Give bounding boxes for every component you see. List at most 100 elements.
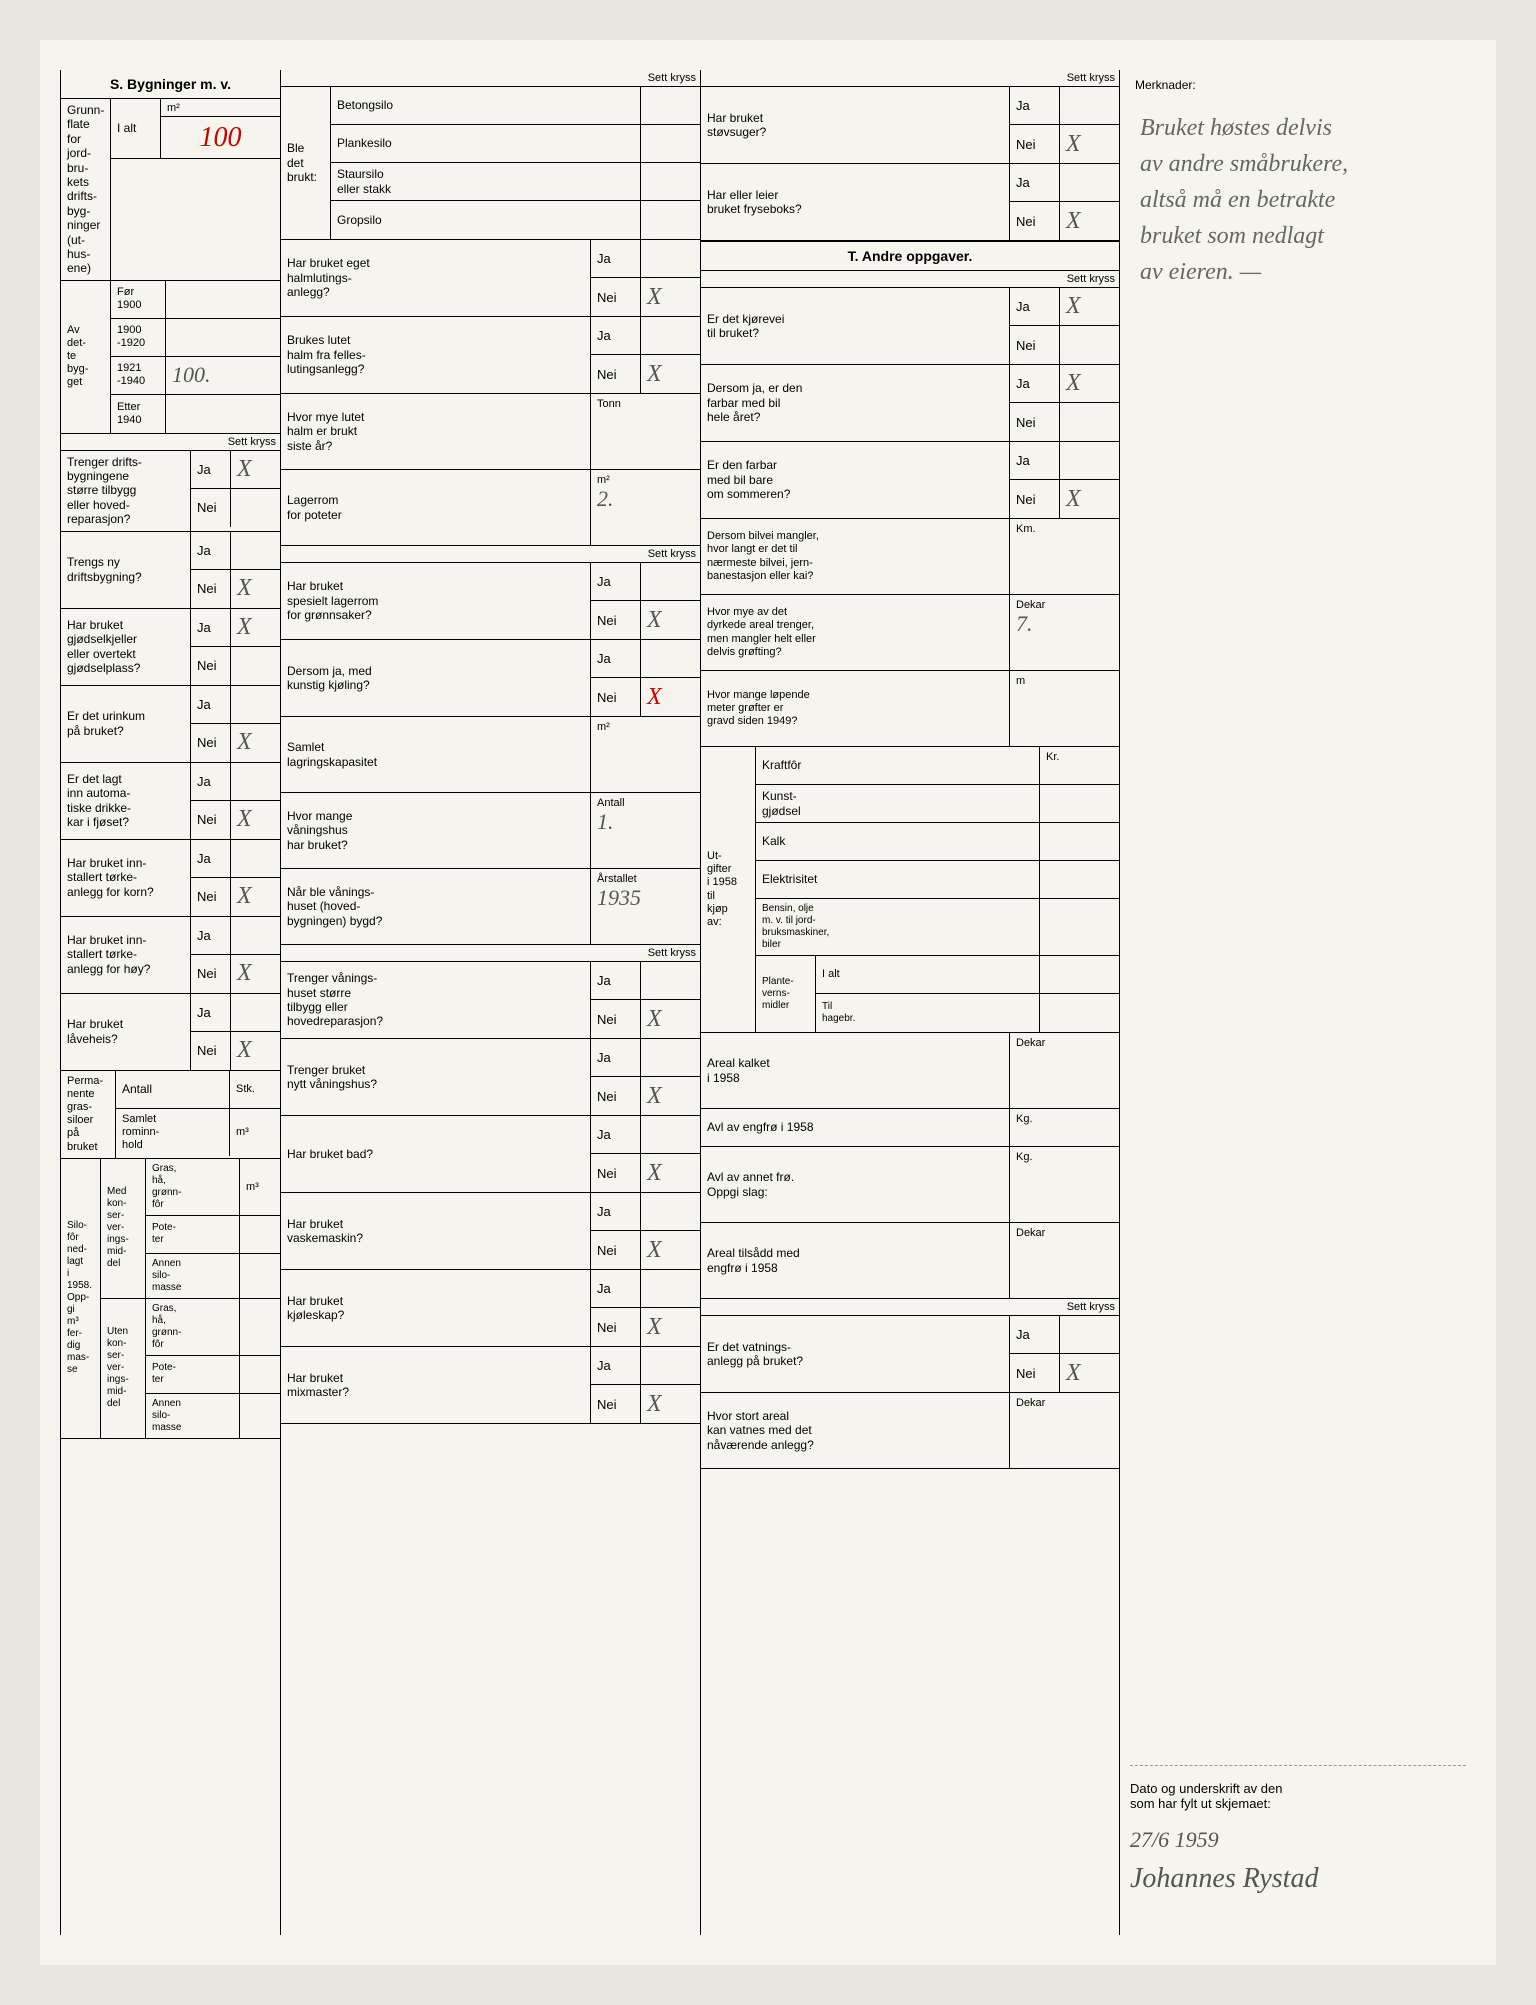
- kjole-ja-check[interactable]: [641, 1270, 653, 1307]
- q6-nei-check[interactable]: X: [231, 878, 258, 916]
- q4-ja-check[interactable]: [231, 686, 243, 723]
- kjoling-nei-check[interactable]: X: [641, 678, 668, 716]
- gras2: Gras, hå, grønn- fôr: [146, 1299, 240, 1355]
- q3-nei-check[interactable]: [231, 647, 243, 685]
- lutet-ja-check[interactable]: [641, 317, 653, 354]
- trenger-v-ja-check[interactable]: [641, 962, 653, 999]
- farbar-ja-check[interactable]: X: [1060, 365, 1087, 402]
- trenger-v-nei-check[interactable]: X: [641, 1000, 668, 1038]
- vatning-nei-check[interactable]: X: [1060, 1354, 1087, 1392]
- kjole-nei-check[interactable]: X: [641, 1308, 668, 1346]
- halm-label: Har bruket eget halmlutings- anlegg?: [281, 240, 590, 316]
- kjoling-ja-check[interactable]: [641, 640, 653, 677]
- q2-nei-check[interactable]: X: [231, 570, 258, 608]
- lutet-label: Brukes lutet halm fra felles- lutingsanl…: [281, 317, 590, 393]
- elektr: Elektrisitet: [756, 861, 1039, 898]
- period-val-3: [166, 395, 178, 433]
- plankesilo: Plankesilo: [331, 125, 640, 162]
- merknader-notes: Bruket høstes delvis av andre småbrukere…: [1135, 100, 1476, 300]
- lutet-nei-check[interactable]: X: [641, 355, 668, 393]
- kjoling-label: Dersom ja, med kunstig kjøling?: [281, 640, 590, 716]
- q6-nei: Nei: [191, 878, 231, 916]
- betongsilo-check[interactable]: [640, 87, 700, 124]
- kjorevei-nei-check[interactable]: [1060, 326, 1072, 364]
- q2-ja-check[interactable]: [231, 532, 243, 569]
- q6-ja: Ja: [191, 840, 231, 877]
- nytt-v-ja-check[interactable]: [641, 1039, 653, 1076]
- bad-nei-check[interactable]: X: [641, 1154, 668, 1192]
- q6-ja-check[interactable]: [231, 840, 243, 877]
- column-middle: Sett kryss Ble det brukt: Betongsilo Pla…: [280, 70, 700, 1935]
- farbar-nei: Nei: [1010, 403, 1060, 441]
- sett-kryss-6: Sett kryss: [701, 271, 1119, 288]
- farbar-nei-check[interactable]: [1060, 403, 1072, 441]
- kjorevei-ja-check[interactable]: X: [1060, 288, 1087, 325]
- q1-ja-check[interactable]: X: [231, 451, 258, 488]
- q8-nei-check[interactable]: X: [231, 1032, 258, 1070]
- kjorevei-nei: Nei: [1010, 326, 1060, 364]
- plankesilo-check[interactable]: [640, 125, 700, 162]
- period-1: 1900 -1920: [111, 319, 166, 356]
- kjoling-ja: Ja: [591, 640, 641, 677]
- staursilo-check[interactable]: [640, 163, 700, 200]
- sett-kryss-3: Sett kryss: [281, 546, 700, 563]
- q4-label: Er det urinkum på bruket?: [61, 686, 190, 762]
- trenger-v-label: Trenger vånings- huset større tilbygg el…: [281, 962, 590, 1038]
- halm-nei-check[interactable]: X: [641, 278, 668, 316]
- hvor-halm-label: Hvor mye lutet halm er brukt siste år?: [281, 394, 590, 469]
- mix-nei-check[interactable]: X: [641, 1385, 668, 1423]
- samlet-lag-label: Samlet lagringskapasitet: [281, 717, 590, 792]
- stov-nei-check[interactable]: X: [1060, 125, 1087, 163]
- halm-ja-check[interactable]: [641, 240, 653, 277]
- dekar-2: Dekar: [1016, 1037, 1045, 1049]
- fryse-ja-check[interactable]: [1060, 164, 1072, 201]
- bensin-val: [1039, 899, 1119, 955]
- m3-1: m³: [240, 1159, 280, 1215]
- vaske-ja-check[interactable]: [641, 1193, 653, 1230]
- gropsilo-check[interactable]: [640, 201, 700, 239]
- grofter-label: Hvor mange løpende meter grøfter er grav…: [701, 671, 1009, 746]
- bad-ja-check[interactable]: [641, 1116, 653, 1153]
- vaske-nei-check[interactable]: X: [641, 1231, 668, 1269]
- pote2-val: [240, 1356, 280, 1393]
- q5-nei-check[interactable]: X: [231, 801, 258, 839]
- vatning-ja-check[interactable]: [1060, 1316, 1072, 1353]
- gropsilo: Gropsilo: [331, 201, 640, 239]
- q7-ja-check[interactable]: [231, 917, 243, 954]
- nytt-v-nei-check[interactable]: X: [641, 1077, 668, 1115]
- q8-ja: Ja: [191, 994, 231, 1031]
- stk-label: Stk.: [230, 1071, 280, 1108]
- annen1: Annen silo- masse: [146, 1254, 240, 1298]
- kjorevei-ja: Ja: [1010, 288, 1060, 325]
- kg-2: Kg.: [1016, 1151, 1033, 1163]
- period-0: Før 1900: [111, 281, 166, 318]
- areal-eng-label: Areal tilsådd med engfrø i 1958: [701, 1223, 1009, 1298]
- form-page: S. Bygninger m. v. Grunn- flate for jord…: [40, 40, 1496, 1965]
- arstallet-label: Årstallet: [597, 873, 637, 885]
- sommer-ja-check[interactable]: [1060, 442, 1072, 479]
- signature-name: Johannes Rystad: [1130, 1863, 1466, 1895]
- q8-ja-check[interactable]: [231, 994, 243, 1031]
- q3-ja-check[interactable]: X: [231, 609, 258, 646]
- q5-ja-check[interactable]: [231, 763, 243, 800]
- farbar-label: Dersom ja, er den farbar med bil hele år…: [701, 365, 1009, 441]
- stov-ja-check[interactable]: [1060, 87, 1072, 124]
- q1-nei-check[interactable]: [231, 489, 243, 527]
- q7-nei: Nei: [191, 955, 231, 993]
- gronn-nei-check[interactable]: X: [641, 601, 668, 639]
- km-label: Km.: [1016, 523, 1036, 535]
- gronn-ja: Ja: [591, 563, 641, 600]
- vaning-label: Hvor mange våningshus har bruket?: [281, 793, 590, 868]
- fryse-nei-check[interactable]: X: [1060, 202, 1087, 240]
- q7-nei-check[interactable]: X: [231, 955, 258, 993]
- mix-ja-check[interactable]: [641, 1347, 653, 1384]
- sommer-nei-check[interactable]: X: [1060, 480, 1087, 518]
- q4-nei-check[interactable]: X: [231, 724, 258, 762]
- annen2: Annen silo- masse: [146, 1394, 240, 1438]
- signature-area: Dato og underskrift av den som har fylt …: [1130, 1750, 1466, 1895]
- avdette-label: Av det- te byg- get: [61, 281, 111, 433]
- stort-areal-label: Hvor stort areal kan vatnes med det nåvæ…: [701, 1393, 1009, 1468]
- signature-label: Dato og underskrift av den som har fylt …: [1130, 1781, 1466, 1812]
- gronn-ja-check[interactable]: [641, 563, 653, 600]
- kr-1: Kr.: [1039, 747, 1119, 784]
